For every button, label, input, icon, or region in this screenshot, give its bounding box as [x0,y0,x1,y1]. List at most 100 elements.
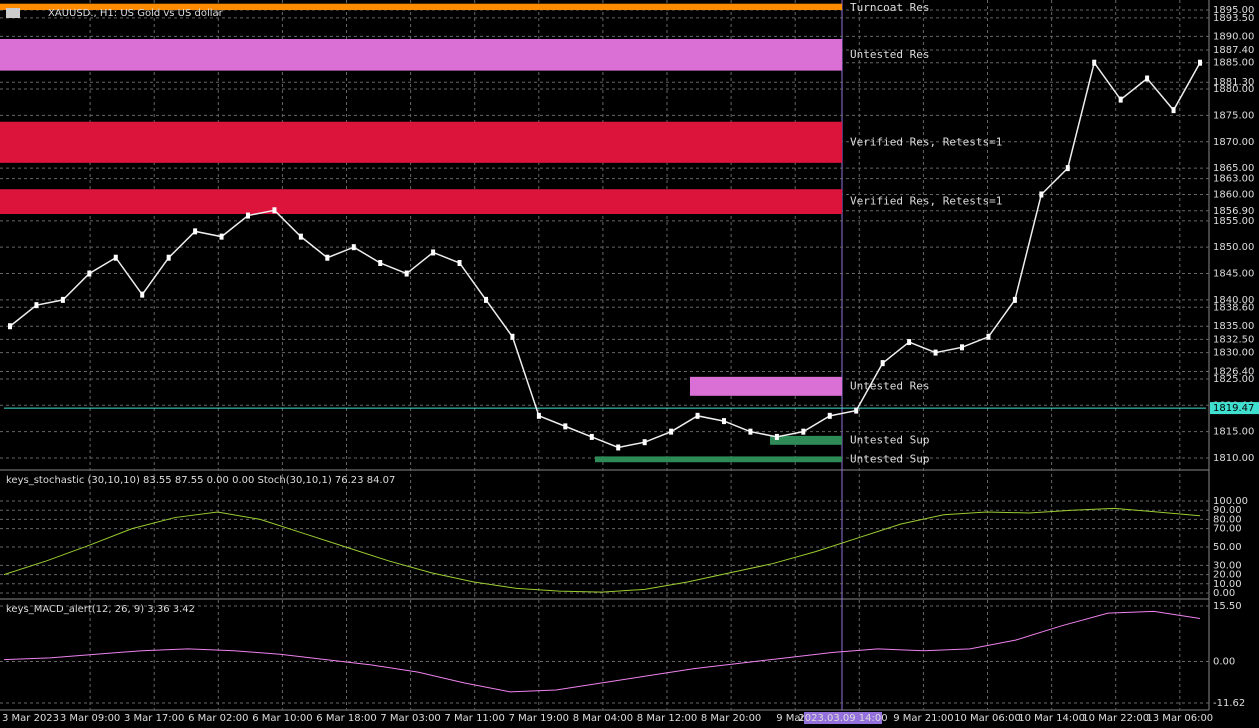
zone [770,435,842,445]
time-label: 7 Mar 19:00 [509,713,569,724]
candle [669,428,674,435]
candle [774,433,779,440]
time-label: 8 Mar 12:00 [637,713,697,724]
current-price-label: 1819.47 [1213,403,1254,414]
candle [589,433,594,440]
indicator-tick-label: 90.00 [1213,505,1242,516]
indicator-tick-label: 20.00 [1213,570,1242,581]
candle [748,428,753,435]
indicator-line [3,507,1201,593]
indicator-tick-label: 10.00 [1213,579,1242,590]
price-tick-label: 1856.90 [1213,206,1254,217]
time-label: 6 Mar 18:00 [316,713,376,724]
indicator-label: keys_stochastic (30,10,10) 83.55 87.55 0… [6,475,395,486]
indicator-label: keys_MACD_alert(12, 26, 9) 3.36 3.42 [6,604,195,615]
price-tick-label: 1895.00 [1213,5,1254,16]
time-label: 3 Mar 17:00 [124,713,184,724]
price-tick-label: 1830.00 [1213,348,1254,359]
candle [246,212,250,219]
candle [960,344,964,351]
candle [113,254,118,261]
zone-label: Untested Sup [850,452,929,465]
time-label: 8 Mar 04:00 [573,713,633,724]
candle [616,444,621,451]
crosshair-time-box [804,712,882,724]
time-label: 6 Mar 10:00 [252,713,312,724]
candle [325,254,330,261]
candle [60,296,65,303]
price-tick-label: 1890.00 [1213,31,1254,42]
time-label: 13 Mar 06:00 [1146,713,1213,724]
candle [431,249,436,256]
price-tick-label: 1860.00 [1213,189,1254,200]
price-tick-label: 1875.00 [1213,110,1254,121]
candle [378,259,383,266]
candle [272,207,277,214]
candle [1145,75,1150,82]
chart-title: XAUUSD., H1: US Gold vs US dollar [48,8,224,19]
price-tick-label: 1840.00 [1213,295,1254,306]
candle [1198,59,1202,66]
price-tick-label: 1825.00 [1213,374,1254,385]
candle [298,233,303,240]
price-tick-label: 1832.50 [1213,334,1254,345]
time-label: 6 Mar 02:00 [188,713,248,724]
zone [0,121,842,163]
price-tick-label: 1893.50 [1213,13,1254,24]
zone-label: Untested Res [850,379,929,392]
candle [87,270,92,277]
candle [457,259,462,266]
price-tick-label: 1850.00 [1213,242,1254,253]
candle [827,412,832,419]
price-tick-label: 1835.00 [1213,321,1254,332]
candle [1118,96,1123,103]
price-tick-label: 1815.00 [1213,427,1254,438]
candle [351,244,356,251]
candle [8,323,12,330]
indicator-tick-label: -11.62 [1213,698,1245,709]
indicator-tick-label: 15.50 [1213,601,1242,612]
zone [690,376,842,396]
price-tick-label: 1880.00 [1213,84,1254,95]
zone-label: Turncoat Res [850,1,929,14]
time-label: 3 Mar 2023 [2,713,59,724]
time-label: 7 Mar 03:00 [380,713,440,724]
indicator-tick-label: 80.00 [1213,514,1242,525]
candle [404,270,409,277]
indicator-tick-label: 100.00 [1213,496,1248,507]
time-label: 10 Mar 06:00 [954,713,1021,724]
price-tick-label: 1845.00 [1213,269,1254,280]
candle [933,349,938,356]
candle [166,254,171,261]
candle [854,407,859,414]
zone [0,38,842,71]
time-label: 9 Mar 0 [776,713,814,724]
candle [1012,296,1017,303]
candle [907,339,912,346]
candle [1039,191,1044,198]
price-tick-label: 1887.40 [1213,45,1254,56]
candle [1171,107,1176,114]
zone-label: Untested Sup [850,433,929,446]
crosshair-time-label: 2023.03.09 14:00 [798,713,887,724]
candle [510,333,515,340]
time-label: 10 Mar 14:00 [1018,713,1085,724]
indicator-tick-label: 70.00 [1213,524,1242,535]
candle [986,333,991,340]
price-tick-label: 1826.40 [1213,367,1254,378]
candle [193,228,198,235]
price-tick-label: 1885.00 [1213,58,1254,69]
price-tick-label: 1863.00 [1213,174,1254,185]
price-tick-label: 1855.00 [1213,216,1254,227]
indicator-tick-label: 30.00 [1213,560,1242,571]
zone [595,456,842,463]
indicator-tick-label: 0.00 [1213,588,1235,599]
time-label: 9 Mar 21:00 [893,713,953,724]
price-tick-label: 1810.00 [1213,453,1254,464]
candle [695,412,700,419]
candle [140,291,145,298]
symbol-icon [6,8,20,18]
zone-label: Untested Res [850,48,929,61]
